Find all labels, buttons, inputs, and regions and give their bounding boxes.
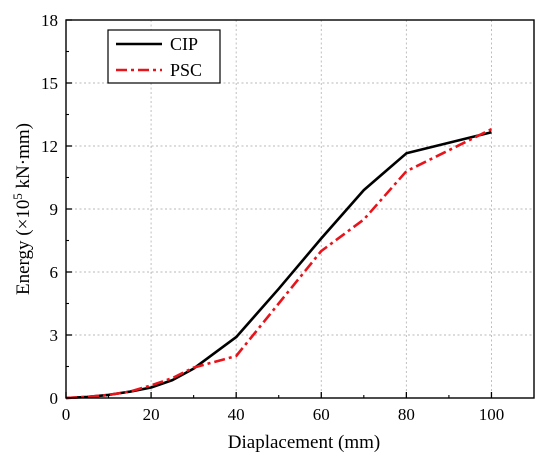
x-tick-label: 40	[228, 405, 245, 424]
x-tick-label: 80	[398, 405, 415, 424]
legend: CIP PSC	[107, 29, 221, 84]
y-tick-label: 15	[41, 74, 58, 93]
y-axis-title: Energy (×105 kN·mm)	[10, 123, 34, 295]
legend-label-psc: PSC	[170, 60, 202, 80]
legend-box	[107, 29, 221, 84]
x-tick-label: 60	[313, 405, 330, 424]
x-tick-label: 20	[143, 405, 160, 424]
y-tick-label: 6	[50, 263, 59, 282]
series-lines	[65, 128, 493, 400]
series-line-cip	[65, 131, 492, 400]
y-tick-label: 9	[50, 200, 59, 219]
x-tick-label: 100	[479, 405, 505, 424]
grid-lines	[66, 20, 534, 398]
y-axis-title-suffix: kN·mm)	[13, 123, 34, 193]
y-axis-title-superscript: 5	[10, 193, 25, 200]
legend-label-cip: CIP	[170, 34, 198, 54]
y-axis-title-prefix: Energy (×10	[13, 200, 34, 295]
y-tick-label: 0	[50, 389, 59, 408]
y-tick-label: 18	[41, 11, 58, 30]
axis-ticks: 0 20 40 60 80 100 0 3 6 9 12 15 18	[41, 11, 504, 424]
x-tick-label: 0	[62, 405, 71, 424]
series-line-psc	[65, 128, 493, 400]
y-tick-label: 12	[41, 137, 58, 156]
x-axis-title: Diaplacement (mm)	[228, 432, 380, 453]
y-tick-label: 3	[50, 326, 59, 345]
